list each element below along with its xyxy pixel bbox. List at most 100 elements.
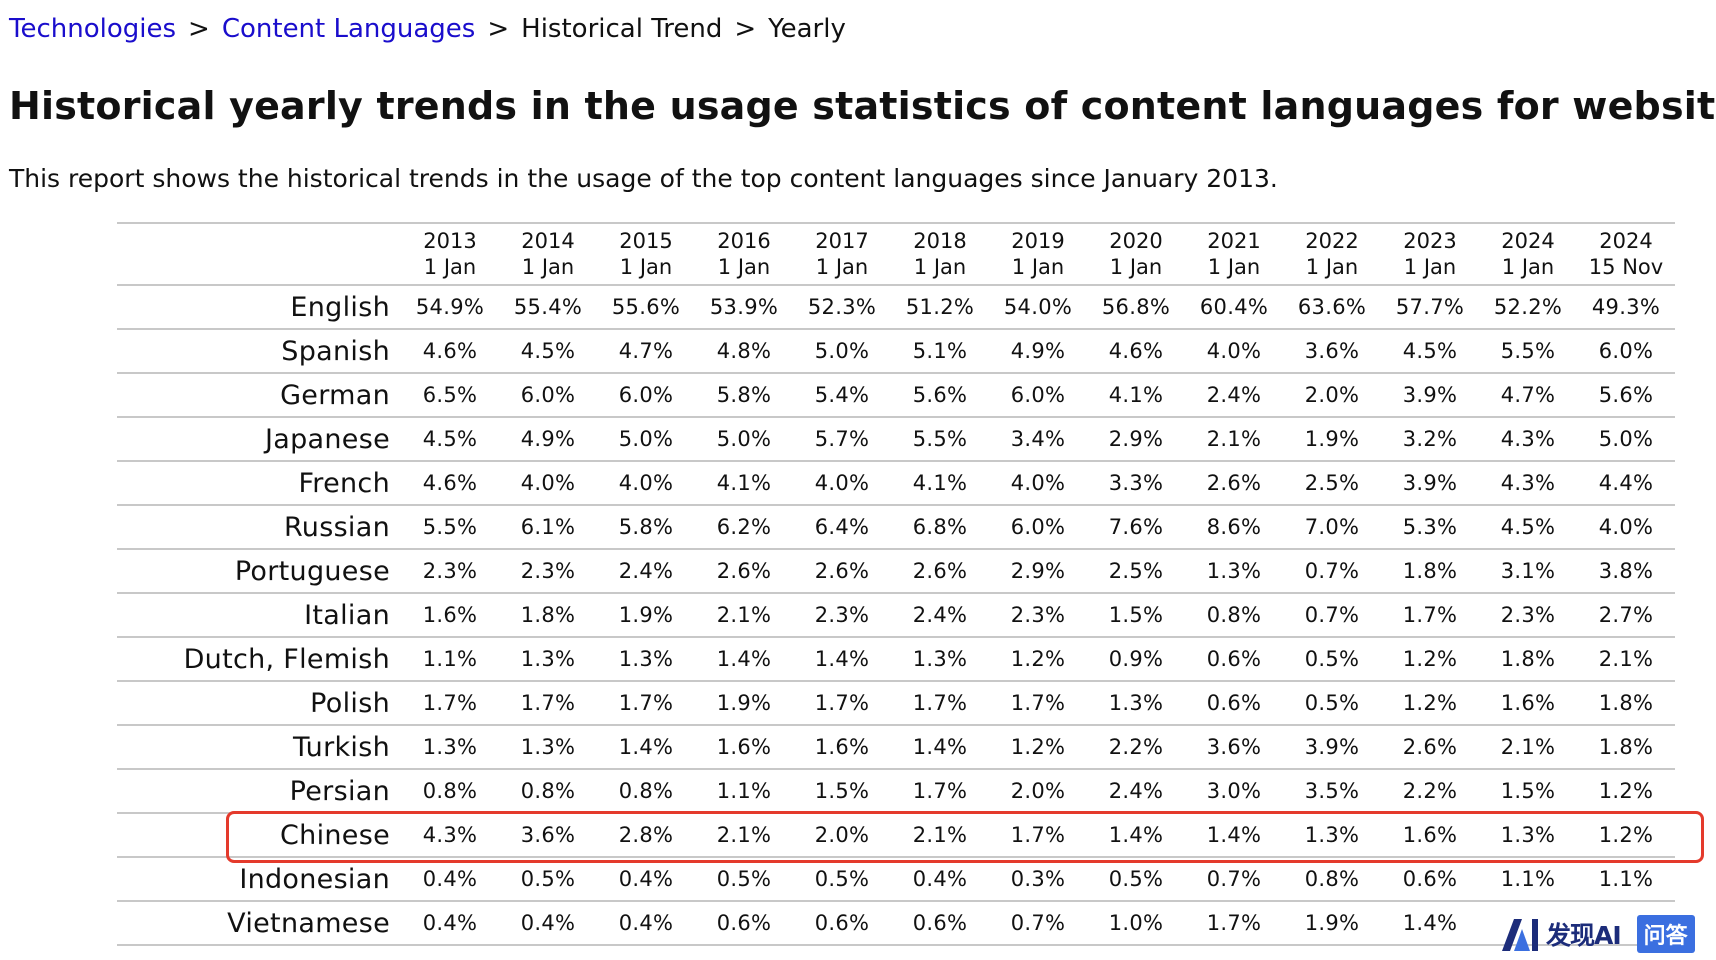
value-cell: 0.5% xyxy=(716,867,772,891)
value-cell: 0.5% xyxy=(1304,647,1360,671)
value-cell: 0.5% xyxy=(814,867,870,891)
column-header-date: 1 Jan xyxy=(619,255,673,279)
value-cell: 2.4% xyxy=(912,603,968,627)
value-cell: 6.0% xyxy=(1598,339,1654,363)
value-cell: 54.9% xyxy=(415,295,485,319)
value-cell: 1.3% xyxy=(1500,823,1556,847)
value-cell: 6.2% xyxy=(716,515,772,539)
value-cell: 3.8% xyxy=(1598,559,1654,583)
column-header: 2013 1 Jan xyxy=(401,223,499,285)
language-cell: Polish xyxy=(310,687,390,719)
value-cell: 1.0% xyxy=(1108,911,1164,935)
language-cell: Dutch, Flemish xyxy=(183,643,390,675)
column-header-year: 2024 xyxy=(1599,229,1653,253)
value-cell: 2.6% xyxy=(1206,471,1262,495)
value-cell: 2.0% xyxy=(1010,779,1066,803)
language-cell: Turkish xyxy=(292,731,390,763)
value-cell: 2.0% xyxy=(814,823,870,847)
value-cell: 53.9% xyxy=(709,295,779,319)
value-cell: 1.4% xyxy=(716,647,772,671)
value-cell: 1.5% xyxy=(1108,603,1164,627)
table-row: English 54.9% 55.4% 55.6% 53.9% 52.3% 51.2% 54.… xyxy=(117,285,1675,329)
value-cell: 1.3% xyxy=(1206,559,1262,583)
value-cell: 0.6% xyxy=(1402,867,1458,891)
column-header-date: 1 Jan xyxy=(1501,255,1555,279)
value-cell: 1.7% xyxy=(814,691,870,715)
value-cell: 1.8% xyxy=(1598,691,1654,715)
value-cell: 1.3% xyxy=(912,647,968,671)
value-cell: 4.7% xyxy=(618,339,674,363)
value-cell: 6.1% xyxy=(520,515,576,539)
value-cell: 2.6% xyxy=(1402,735,1458,759)
value-cell: 5.8% xyxy=(618,515,674,539)
value-cell: 56.8% xyxy=(1101,295,1171,319)
column-header-year: 2019 xyxy=(1011,229,1065,253)
value-cell: 52.3% xyxy=(807,295,877,319)
value-cell: 3.6% xyxy=(520,823,576,847)
table-row: French 4.6% 4.0% 4.0% 4.1% 4.0% 4.1% 4.0% 3.3% 2.… xyxy=(117,461,1675,505)
breadcrumb: Technologies > Content Languages > Historica… xyxy=(9,14,846,44)
value-cell: 1.3% xyxy=(1108,691,1164,715)
value-cell: 1.4% xyxy=(912,735,968,759)
language-cell: Portuguese xyxy=(234,555,390,587)
value-cell: 6.8% xyxy=(912,515,968,539)
language-cell: Italian xyxy=(304,599,390,631)
breadcrumb-link-technologies[interactable]: Technologies xyxy=(9,14,177,44)
breadcrumb-link-content-languages[interactable]: Content Languages xyxy=(221,14,476,44)
value-cell: 51.2% xyxy=(905,295,975,319)
value-cell: 2.3% xyxy=(1010,603,1066,627)
column-header: 2024 1 Jan xyxy=(1479,223,1577,285)
table-body: English 54.9% 55.4% 55.6% 53.9% 52.3% 51.2% 54.… xyxy=(117,285,1675,945)
value-cell: 4.6% xyxy=(422,471,478,495)
table-row: Spanish 4.6% 4.5% 4.7% 4.8% 5.0% 5.1% 4.9% 4.6% 4… xyxy=(117,329,1675,373)
value-cell: 5.0% xyxy=(814,339,870,363)
language-cell: Vietnamese xyxy=(227,907,390,939)
value-cell: 7.6% xyxy=(1108,515,1164,539)
column-header: 2020 1 Jan xyxy=(1087,223,1185,285)
value-cell: 1.2% xyxy=(1402,647,1458,671)
value-cell: 6.0% xyxy=(520,383,576,407)
value-cell: 0.4% xyxy=(520,911,576,935)
language-cell: Spanish xyxy=(281,335,390,367)
column-header-year: 2024 xyxy=(1501,229,1555,253)
value-cell: 2.8% xyxy=(618,823,674,847)
column-header: 2023 1 Jan xyxy=(1381,223,1479,285)
column-header-year: 2016 xyxy=(717,229,771,253)
value-cell: 5.0% xyxy=(716,427,772,451)
value-cell: 1.2% xyxy=(1402,691,1458,715)
value-cell: 2.6% xyxy=(912,559,968,583)
value-cell: 1.6% xyxy=(814,735,870,759)
value-cell: 2.1% xyxy=(716,823,772,847)
table-row: Persian 0.8% 0.8% 0.8% 1.1% 1.5% 1.7% 2.0% 2.4% 3… xyxy=(117,769,1675,813)
value-cell: 3.0% xyxy=(1206,779,1262,803)
value-cell: 2.3% xyxy=(1500,603,1556,627)
column-header: 2019 1 Jan xyxy=(989,223,1087,285)
value-cell: 4.0% xyxy=(520,471,576,495)
language-cell: English xyxy=(290,291,390,323)
column-header-date: 1 Jan xyxy=(1109,255,1163,279)
column-header-year: 2021 xyxy=(1207,229,1261,253)
value-cell: 5.5% xyxy=(912,427,968,451)
value-cell: 7.0% xyxy=(1304,515,1360,539)
value-cell: 55.6% xyxy=(611,295,681,319)
value-cell: 5.0% xyxy=(618,427,674,451)
value-cell: 2.1% xyxy=(1206,427,1262,451)
value-cell: 63.6% xyxy=(1297,295,1367,319)
value-cell: 4.0% xyxy=(814,471,870,495)
table-row: Turkish 1.3% 1.3% 1.4% 1.6% 1.6% 1.4% 1.2% 2.2% 3… xyxy=(117,725,1675,769)
value-cell: 6.0% xyxy=(1010,383,1066,407)
value-cell: 1.7% xyxy=(618,691,674,715)
value-cell: 1.2% xyxy=(1598,779,1654,803)
value-cell: 8.6% xyxy=(1206,515,1262,539)
value-cell: 5.4% xyxy=(814,383,870,407)
value-cell: 1.6% xyxy=(716,735,772,759)
column-header-date: 1 Jan xyxy=(815,255,869,279)
value-cell: 1.6% xyxy=(1500,691,1556,715)
breadcrumb-item-historical-trend: Historical Trend xyxy=(521,14,723,44)
ai-logo-icon xyxy=(1500,915,1540,953)
value-cell: 4.3% xyxy=(1500,471,1556,495)
value-cell: 4.8% xyxy=(716,339,772,363)
value-cell: 0.6% xyxy=(912,911,968,935)
value-cell: 2.1% xyxy=(1500,735,1556,759)
value-cell: 6.5% xyxy=(422,383,478,407)
